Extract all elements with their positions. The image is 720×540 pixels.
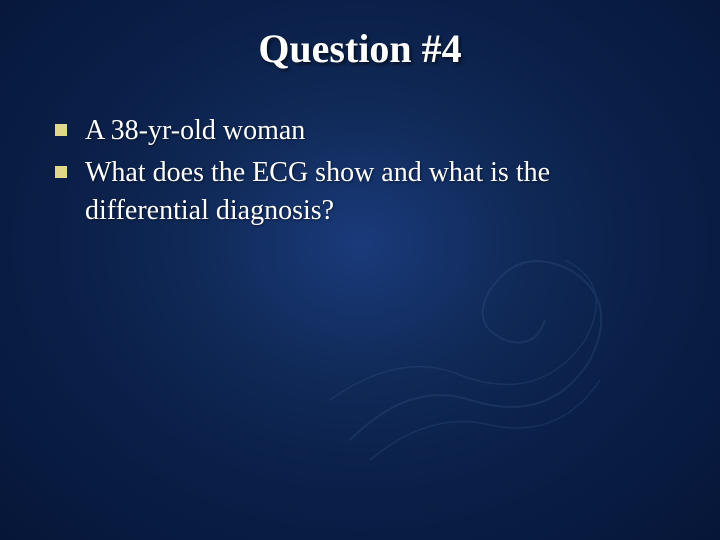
- slide: Question #4 A 38-yr-old woman What does …: [0, 0, 720, 540]
- slide-title: Question #4: [40, 25, 680, 72]
- bullet-item: A 38-yr-old woman: [55, 112, 680, 150]
- bullet-square-icon: [55, 166, 67, 178]
- bullet-text: A 38-yr-old woman: [85, 112, 680, 150]
- bullet-text: What does the ECG show and what is the d…: [85, 154, 680, 230]
- bullet-item: What does the ECG show and what is the d…: [55, 154, 680, 230]
- bullet-square-icon: [55, 124, 67, 136]
- decorative-swirl: [310, 200, 630, 480]
- slide-content: A 38-yr-old woman What does the ECG show…: [40, 112, 680, 229]
